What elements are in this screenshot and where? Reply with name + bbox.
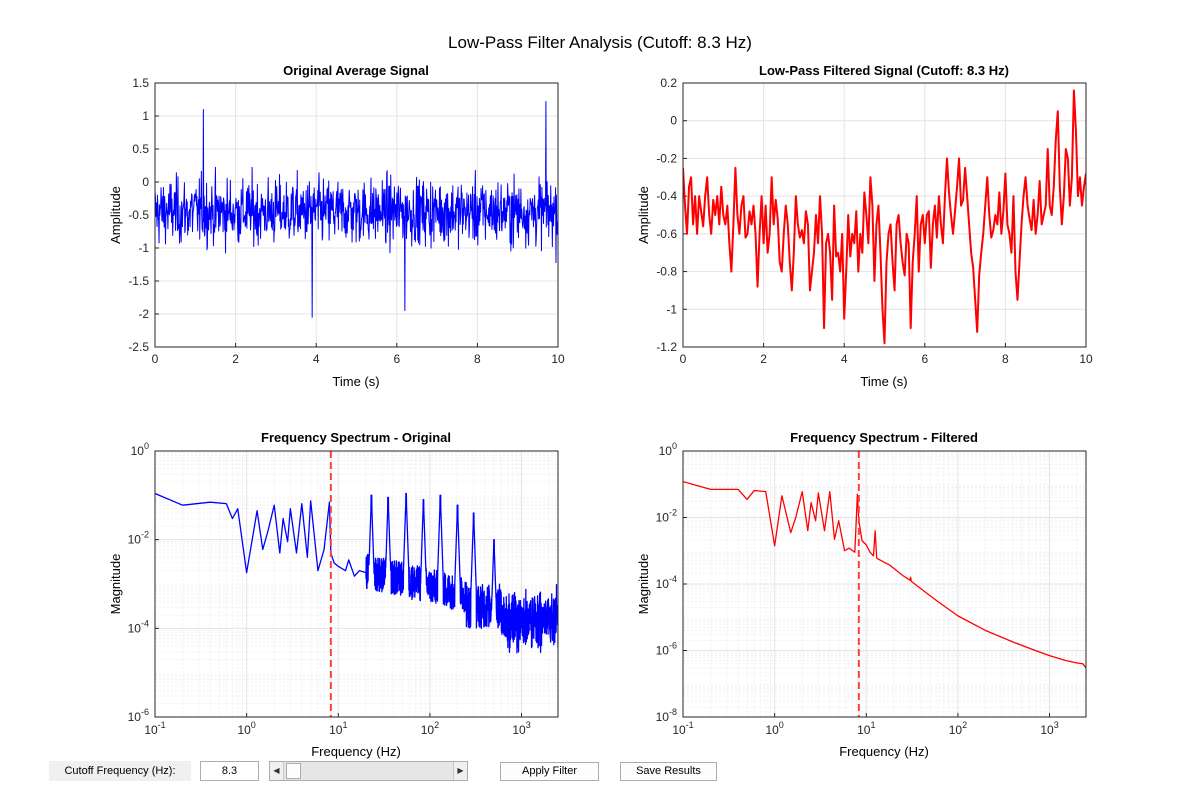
y-tick-label: 100 — [659, 441, 677, 458]
axes-title-original-signal: Original Average Signal — [283, 63, 429, 78]
slider-thumb[interactable] — [285, 763, 301, 779]
x-tick-label: 0 — [152, 352, 159, 366]
y-tick-label: 0.2 — [660, 76, 677, 90]
axes-background-filt_spec: 10-1 100 101 102 103 10-8 10-6 10-4 10-2 100 — [656, 441, 1087, 737]
x-tick-label: 6 — [921, 352, 928, 366]
x-tick-label: 0 — [680, 352, 687, 366]
axes-title-spectrum-filtered: Frequency Spectrum - Filtered — [790, 430, 978, 445]
series-line-orig_spec — [155, 492, 558, 654]
x-tick-label: 100 — [765, 720, 783, 737]
y-tick-label: 10-6 — [128, 707, 149, 724]
axes-filtered-signal: 0 2 4 6 8 10 -1.2 -1 -0.8 -0.6 -0.4 -0.2 0 0.2 Low-Pa… — [636, 63, 1093, 389]
x-tick-label: 10-1 — [672, 720, 693, 737]
ylabel-original-signal: Amplitude — [108, 186, 123, 244]
plot-area — [155, 451, 558, 717]
x-tick-label: 8 — [474, 352, 481, 366]
y-tick-label: -0.8 — [656, 265, 677, 279]
x-tick-label: 6 — [393, 352, 400, 366]
x-tick-label: 103 — [1040, 720, 1058, 737]
series-line-orig_time — [155, 100, 558, 318]
y-tick-label: 10-4 — [128, 618, 149, 635]
y-tick-label: 0.5 — [132, 142, 149, 156]
y-tick-label: 1 — [142, 109, 149, 123]
x-tick-label: 100 — [237, 720, 255, 737]
x-tick-label: 103 — [512, 720, 530, 737]
y-tick-label: -1.2 — [656, 340, 677, 354]
y-tick-label: 10-2 — [656, 508, 677, 525]
x-tick-label: 101 — [857, 720, 875, 737]
x-tick-label: 10 — [1079, 352, 1093, 366]
series-line-filt_spec — [683, 480, 1086, 669]
slider-left-arrow-icon[interactable]: ◀ — [270, 762, 284, 780]
y-tick-label: 1.5 — [132, 76, 149, 90]
x-tick-label: 8 — [1002, 352, 1009, 366]
xlabel-original-signal: Time (s) — [332, 374, 379, 389]
y-tick-label: -0.2 — [656, 151, 677, 165]
y-tick-label: -2.5 — [128, 340, 149, 354]
series-line-filt_time — [683, 89, 1086, 345]
x-tick-label: 4 — [841, 352, 848, 366]
figure-title: Low-Pass Filter Analysis (Cutoff: 8.3 Hz… — [448, 33, 752, 52]
slider-right-arrow-icon[interactable]: ▶ — [453, 762, 467, 780]
save-results-button[interactable]: Save Results — [620, 762, 717, 781]
y-tick-label: -0.6 — [656, 227, 677, 241]
cutoff-frequency-slider[interactable]: ◀ ▶ — [269, 761, 468, 781]
y-tick-label: 10-6 — [656, 641, 677, 658]
y-tick-label: -1.5 — [128, 274, 149, 288]
y-tick-label: -2 — [138, 307, 149, 321]
cutoff-frequency-label: Cutoff Frequency (Hz): — [49, 761, 191, 781]
axes-original-signal: 0 2 4 6 8 10 -2.5 -2 -1.5 -1 -0.5 0 0.5 1 1.5 Original… — [108, 63, 565, 389]
y-tick-label: 10-8 — [656, 707, 677, 724]
y-tick-label: 10-4 — [656, 574, 677, 591]
y-tick-label: -1 — [138, 241, 149, 255]
axes-frame — [682, 450, 1087, 718]
axes-title-spectrum-original: Frequency Spectrum - Original — [261, 430, 451, 445]
axes-frame — [682, 82, 1087, 348]
x-tick-label: 2 — [760, 352, 767, 366]
axes-background-filt_time: 0 2 4 6 8 10 -1.2 -1 -0.8 -0.6 -0.4 -0.2 0 0.2 — [656, 76, 1093, 366]
y-tick-label: -0.5 — [128, 208, 149, 222]
y-tick-label: -0.4 — [656, 189, 677, 203]
ylabel-filtered-signal: Amplitude — [636, 186, 651, 244]
ylabel-spectrum-filtered: Magnitude — [636, 554, 651, 615]
y-tick-label: 0 — [142, 175, 149, 189]
apply-filter-button[interactable]: Apply Filter — [500, 762, 599, 781]
cutoff-frequency-input[interactable]: 8.3 — [200, 761, 259, 781]
axes-spectrum-filtered: 10-1 100 101 102 103 10-8 10-6 10-4 10-2 100 Freq… — [636, 430, 1087, 759]
axes-frame — [154, 82, 559, 348]
y-tick-label: -1 — [666, 302, 677, 316]
x-tick-label: 10 — [551, 352, 565, 366]
xlabel-spectrum-original: Frequency (Hz) — [311, 744, 401, 759]
axes-frame — [154, 450, 559, 718]
axes-title-filtered-signal: Low-Pass Filtered Signal (Cutoff: 8.3 Hz… — [759, 63, 1009, 78]
y-tick-label: 10-2 — [128, 530, 149, 547]
axes-background-orig_time: 0 2 4 6 8 10 -2.5 -2 -1.5 -1 -0.5 0 0.5 1 1.5 — [128, 76, 565, 366]
xlabel-spectrum-filtered: Frequency (Hz) — [839, 744, 929, 759]
x-tick-label: 10-1 — [144, 720, 165, 737]
ylabel-spectrum-original: Magnitude — [108, 554, 123, 615]
x-tick-label: 2 — [232, 352, 239, 366]
x-tick-label: 102 — [421, 720, 439, 737]
xlabel-filtered-signal: Time (s) — [860, 374, 907, 389]
axes-background-orig_spec: 10-1 100 101 102 103 10-6 10-4 10-2 100 — [128, 441, 559, 737]
x-tick-label: 4 — [313, 352, 320, 366]
y-tick-label: 100 — [131, 441, 149, 458]
axes-spectrum-original: 10-1 100 101 102 103 10-6 10-4 10-2 100 Frequenc… — [108, 430, 559, 759]
y-tick-label: 0 — [670, 114, 677, 128]
x-tick-label: 101 — [329, 720, 347, 737]
x-tick-label: 102 — [949, 720, 967, 737]
